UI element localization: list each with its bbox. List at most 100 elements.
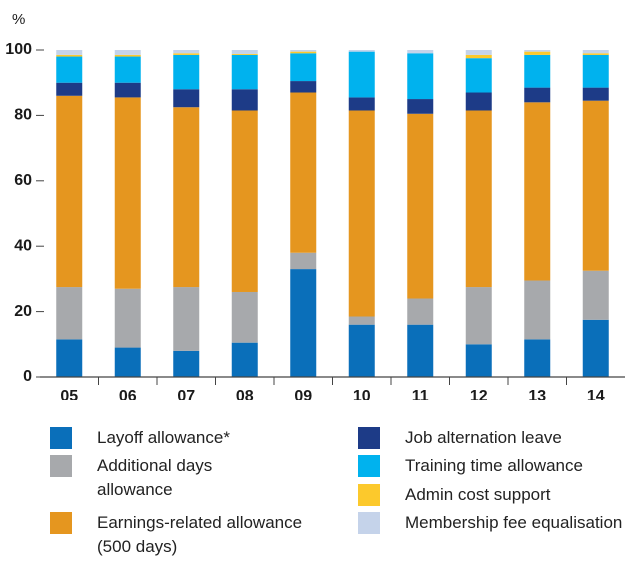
bar-segment [114, 82, 141, 98]
bar-segment [56, 95, 83, 288]
x-tick-label: 10 [353, 388, 371, 400]
bar-segment [173, 350, 200, 377]
bar-segment [231, 110, 258, 292]
bar-segment [173, 53, 200, 55]
bar-segment [582, 270, 609, 320]
legend-swatch [358, 427, 380, 449]
bar-segment [290, 50, 317, 52]
x-tick-label: 08 [236, 388, 254, 400]
legend-item: Job alternation leave [358, 426, 630, 450]
legend-item: Membership fee equalisation [358, 511, 630, 535]
bar-segment [407, 113, 434, 299]
bar-segment [348, 324, 375, 377]
bar-segment [290, 51, 317, 54]
legend-label: Admin cost support [405, 485, 551, 504]
x-tick-label: 05 [60, 388, 78, 400]
bar-segment [114, 347, 141, 377]
x-tick-label: 13 [528, 388, 546, 400]
chart: % 0 20 40 60 80 100 05 06 07 08 09 10 11 12 13 14 [5, 11, 625, 400]
bar-segment [465, 110, 492, 288]
bar-segment [231, 291, 258, 343]
bar-segment [114, 56, 141, 83]
bar-segment [407, 298, 434, 325]
bar-segment [524, 102, 551, 281]
bar-segment [524, 280, 551, 340]
y-tick-label: 60 [14, 172, 32, 189]
legend-label: Membership fee equalisation [405, 513, 623, 532]
legend-swatch [50, 427, 72, 449]
x-tick-label: 09 [294, 388, 312, 400]
bar-segment [582, 87, 609, 101]
legend-item: Additional days allowance [50, 454, 267, 502]
bar-segment [465, 54, 492, 59]
bar-segment [407, 324, 434, 377]
y-tick-label: 0 [23, 368, 32, 385]
bar-segment [56, 50, 83, 55]
y-tick-label: 100 [5, 41, 32, 58]
bar-segment [524, 339, 551, 377]
bar-segment [114, 54, 141, 57]
bar-segment [524, 87, 551, 103]
bar-segment [465, 344, 492, 377]
bar-segment [173, 89, 200, 108]
bar-segment [348, 97, 375, 111]
bar-segment [290, 53, 317, 82]
bar-segment [290, 81, 317, 93]
bar-segment [56, 82, 83, 96]
bar-segment [173, 107, 200, 288]
bar-segment [348, 316, 375, 325]
bar-segment [173, 50, 200, 54]
legend-item: Admin cost support [358, 483, 630, 507]
bar-segment [290, 92, 317, 253]
legend-swatch [358, 455, 380, 477]
bar-segment [582, 100, 609, 271]
bar-segment [582, 53, 609, 55]
x-tick-label: 14 [587, 388, 605, 400]
x-tick-label: 07 [177, 388, 195, 400]
legend-item: Layoff allowance* [50, 426, 317, 450]
bar-segment [114, 288, 141, 348]
bar-segment [290, 269, 317, 377]
bar-segment [231, 342, 258, 377]
y-tick-label: 80 [14, 107, 32, 124]
legend-item: Training time allowance [358, 454, 630, 478]
bar-segment [290, 252, 317, 270]
bar-segment [407, 50, 434, 54]
legend-label: Training time allowance [405, 456, 583, 475]
y-tick-label: 40 [14, 237, 32, 254]
bar-segment [407, 53, 434, 100]
x-tick-label: 11 [412, 388, 429, 400]
bar-segment [524, 50, 551, 52]
bar-segment [582, 54, 609, 88]
bar-segment [114, 50, 141, 55]
bar-segment [465, 92, 492, 111]
bar-segment [524, 54, 551, 88]
bar-segment [465, 58, 492, 93]
legend-label: Earnings-related allowance (500 days) [97, 513, 303, 556]
bar-segment [56, 56, 83, 83]
bar-segment [407, 99, 434, 114]
bar-segment [114, 97, 141, 289]
x-tick-label: 12 [470, 388, 488, 400]
bar-segment [348, 51, 375, 98]
legend-item: Earnings-related allowance (500 days) [50, 511, 307, 559]
bar-segment [173, 287, 200, 351]
y-tick-label: 20 [14, 303, 32, 320]
bar-segment [231, 50, 258, 54]
bar-segment [56, 54, 83, 57]
y-axis-label: % [12, 11, 25, 28]
legend-swatch [50, 512, 72, 534]
bar-segment [582, 50, 609, 54]
legend-swatch [358, 484, 380, 506]
bar-segment [231, 53, 258, 55]
x-tick-label: 06 [119, 388, 137, 400]
legend-label: Additional days allowance [97, 456, 213, 499]
bar-segment [173, 54, 200, 90]
bar-segment [56, 339, 83, 377]
bar-segment [465, 50, 492, 55]
bar-segment [524, 51, 551, 55]
bar-segment [231, 89, 258, 111]
bar-segment [348, 50, 375, 52]
bar-segment [56, 287, 83, 340]
